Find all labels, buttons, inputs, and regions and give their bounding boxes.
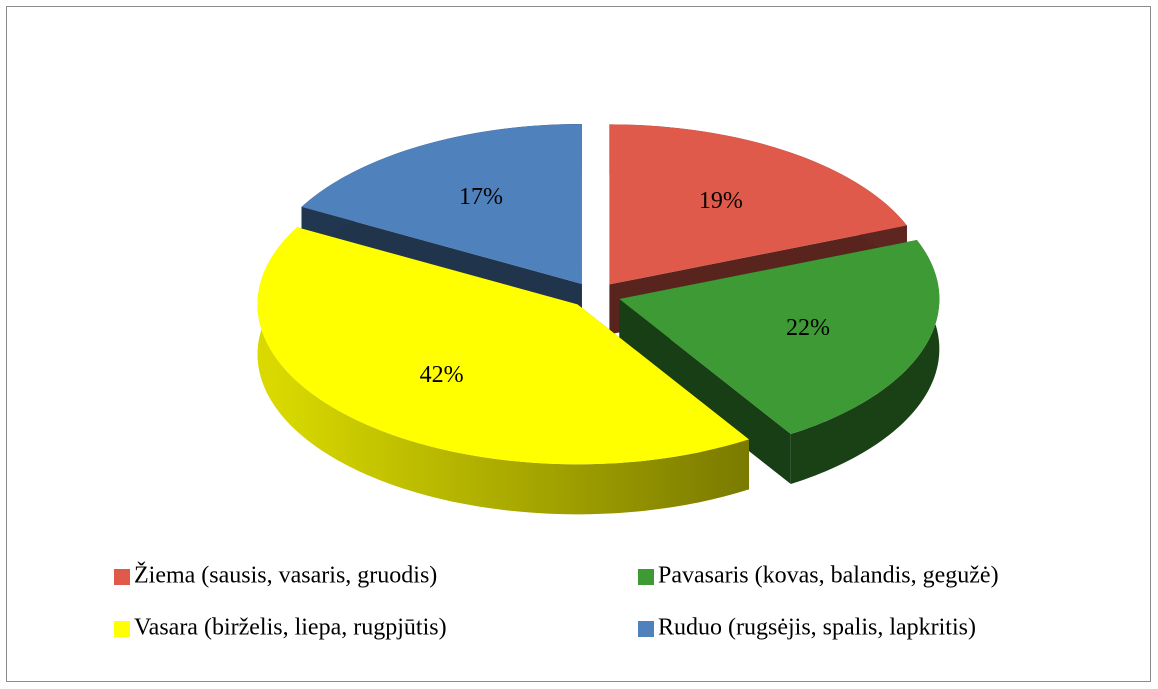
legend-swatch	[114, 569, 130, 585]
legend-label: Ruduo (rugsėjis, spalis, lapkritis)	[658, 615, 976, 641]
slice-side	[790, 240, 940, 485]
slice-wall	[619, 298, 791, 485]
legend-swatch	[638, 569, 654, 585]
slice	[257, 227, 749, 465]
data-label: 19%	[699, 188, 743, 214]
data-label: 22%	[786, 315, 830, 341]
legend-label: Vasara (birželis, liepa, rugpjūtis)	[134, 615, 447, 641]
legend-swatch	[114, 621, 130, 637]
slice-side	[257, 227, 749, 515]
data-label: 17%	[459, 184, 503, 210]
legend-label: Žiema (sausis, vasaris, gruodis)	[134, 563, 437, 589]
slice	[301, 123, 582, 284]
slice	[619, 240, 940, 435]
slice	[609, 124, 907, 285]
legend-swatch	[638, 621, 654, 637]
legend-label: Pavasaris (kovas, balandis, gegužė)	[658, 563, 999, 589]
data-label: 42%	[420, 362, 464, 388]
